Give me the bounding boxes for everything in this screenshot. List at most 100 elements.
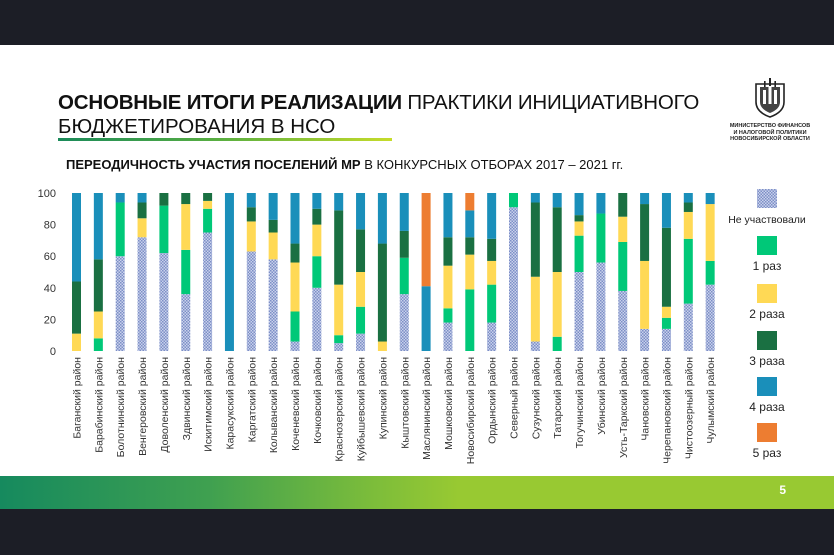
x-tick-label: Татарский район bbox=[552, 357, 564, 439]
y-tick-label: 0 bbox=[50, 346, 56, 358]
bar-segment bbox=[509, 207, 518, 351]
bar-segment bbox=[487, 322, 497, 351]
bar-segment bbox=[683, 303, 693, 351]
subtitle-bold: ПЕРЕОДИЧНОСТЬ УЧАСТИЯ ПОСЕЛЕНИЙ МР bbox=[66, 157, 361, 172]
y-tick-label: 100 bbox=[38, 188, 56, 200]
bar-segment bbox=[137, 193, 147, 203]
bar-segment bbox=[312, 256, 322, 288]
logo-caption: МИНИСТЕРСТВО ФИНАНСОВ И НАЛОГОВОЙ ПОЛИТИ… bbox=[720, 123, 820, 143]
x-tick-label: Тогучинский район bbox=[574, 357, 586, 449]
bar-segment bbox=[399, 193, 409, 231]
x-tick-label: Болотнинский район bbox=[115, 357, 127, 458]
bar-segment bbox=[574, 221, 584, 236]
bar-segment bbox=[509, 193, 518, 208]
bar-segment bbox=[618, 241, 628, 291]
subtitle-regular: В КОНКУРСНЫХ ОТБОРАХ 2017 – 2021 гг. bbox=[360, 157, 624, 172]
bar-segment bbox=[705, 193, 715, 205]
y-tick-label: 80 bbox=[44, 220, 56, 232]
title-bold: ОСНОВНЫЕ ИТОГИ РЕАЛИЗАЦИИ bbox=[58, 91, 402, 114]
bar-segment bbox=[312, 287, 322, 351]
bar-segment bbox=[290, 311, 300, 342]
bar-segment bbox=[465, 254, 475, 290]
bar-segment bbox=[596, 262, 606, 351]
bar-segment bbox=[640, 260, 650, 329]
x-tick-label: Черепановский район bbox=[661, 357, 673, 464]
y-tick-label: 40 bbox=[44, 283, 56, 295]
bar-segment bbox=[246, 251, 256, 351]
legend-label: 1 раз bbox=[753, 259, 782, 273]
x-tick-label: Чулымский район bbox=[705, 357, 717, 444]
coat-of-arms-icon bbox=[755, 78, 785, 118]
bar-segment bbox=[290, 341, 300, 351]
bar-segment bbox=[683, 211, 693, 239]
bar-segment bbox=[290, 193, 300, 244]
bar-segment bbox=[683, 238, 693, 304]
bar-segment bbox=[421, 286, 431, 351]
bar-segment bbox=[465, 193, 475, 211]
logo-line: НОВОСИБИРСКОЙ ОБЛАСТИ bbox=[730, 136, 810, 142]
bar-segment bbox=[596, 193, 606, 214]
bar-segment bbox=[399, 257, 409, 295]
bar-segment bbox=[290, 262, 300, 312]
legend-swatch bbox=[757, 284, 777, 303]
legend-label: Не участвовали bbox=[728, 214, 806, 226]
bar-segment bbox=[72, 193, 81, 282]
bar-segment bbox=[465, 237, 475, 255]
bar-segment bbox=[661, 193, 671, 228]
bar-segment bbox=[552, 336, 562, 351]
bar-segment bbox=[203, 208, 213, 233]
bar-segment bbox=[203, 200, 213, 209]
bar-segment bbox=[334, 343, 344, 351]
bar-segment bbox=[356, 272, 366, 307]
bar-segment bbox=[552, 272, 562, 337]
bar-segment bbox=[181, 204, 191, 250]
x-tick-label: Карасукский район bbox=[224, 357, 236, 450]
x-tick-label: Убинский район bbox=[596, 357, 608, 435]
bar-segment bbox=[618, 193, 628, 217]
title-line-2: БЮДЖЕТИРОВАНИЯ В НСО bbox=[58, 115, 336, 138]
bar-segment bbox=[115, 193, 125, 203]
x-tick-label: Баганский район bbox=[72, 357, 84, 439]
bar-segment bbox=[334, 193, 344, 211]
bar-segment bbox=[705, 260, 715, 285]
x-tick-label: Коченевский район bbox=[290, 357, 302, 451]
bar-segment bbox=[399, 230, 409, 258]
x-axis-labels: Баганский район Барабинский район Болотнин… bbox=[72, 357, 718, 464]
bar-segment bbox=[203, 232, 213, 351]
slide-title: ОСНОВНЫЕ ИТОГИ РЕАЛИЗАЦИИ ПРАКТИКИ ИНИЦИ… bbox=[58, 91, 699, 139]
x-tick-label: Краснозерский район bbox=[334, 357, 346, 462]
x-tick-label: Усть-Таркский район bbox=[618, 357, 630, 458]
bar-segment bbox=[268, 232, 278, 260]
bar-segment bbox=[93, 338, 103, 351]
bar-segment bbox=[356, 306, 366, 334]
logo-line: МИНИСТЕРСТВО ФИНАНСОВ bbox=[729, 123, 811, 129]
bar-segment bbox=[246, 221, 256, 252]
bar-segment bbox=[530, 193, 540, 203]
bar-segment bbox=[290, 243, 300, 263]
bar-segment bbox=[574, 193, 584, 216]
title-underline bbox=[58, 138, 392, 141]
bar-segment bbox=[487, 238, 497, 261]
legend-swatch bbox=[757, 331, 777, 350]
bar-segment bbox=[181, 193, 191, 205]
chart-title: ПЕРЕОДИЧНОСТЬ УЧАСТИЯ ПОСЕЛЕНИЙ МР В КОН… bbox=[66, 157, 623, 172]
bar-segment bbox=[246, 207, 256, 222]
bar-segment bbox=[661, 306, 671, 318]
bar-segment bbox=[574, 235, 584, 272]
bar-segment bbox=[487, 284, 497, 323]
legend-swatch bbox=[757, 377, 777, 396]
y-axis: 0 20 40 60 80 100 bbox=[38, 188, 56, 358]
title-line-1: ОСНОВНЫЕ ИТОГИ РЕАЛИЗАЦИИ ПРАКТИКИ ИНИЦИ… bbox=[58, 91, 699, 115]
x-tick-label: Купинский район bbox=[377, 357, 389, 440]
x-tick-label: Доволенский район bbox=[159, 357, 171, 453]
bar-segment bbox=[552, 193, 562, 208]
legend: Не участвовали 1 раз 2 раза 3 раза 4 раза 5 р… bbox=[728, 189, 806, 460]
bar-segment bbox=[268, 193, 278, 220]
bar-segment bbox=[530, 276, 540, 342]
x-tick-label: Кочковский район bbox=[312, 357, 324, 444]
bar-segment bbox=[93, 193, 103, 260]
bar-segment bbox=[159, 205, 169, 254]
bar-segment bbox=[443, 308, 453, 323]
x-tick-label: Здвинский район bbox=[181, 357, 193, 441]
